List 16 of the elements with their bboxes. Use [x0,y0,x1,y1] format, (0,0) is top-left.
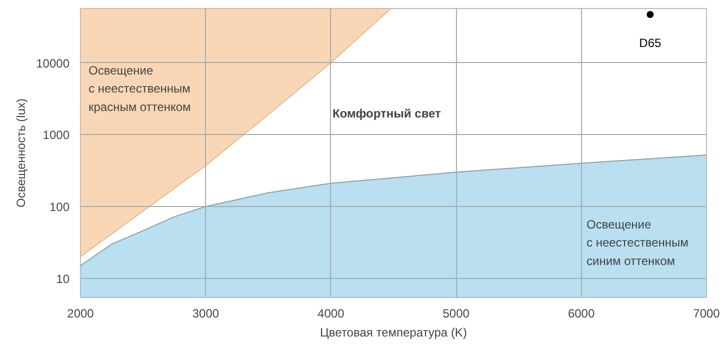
annotation: Освещение с неестественным синим оттенком [586,218,688,268]
series-label: D65 [639,36,662,50]
annotation: Комфортный свет [332,106,442,120]
y-axis-title: Освещенность (lux) [14,98,28,208]
y-tick-label: 10000 [36,56,70,70]
x-tick-label: 5000 [442,306,470,320]
x-tick-label: 3000 [192,306,220,320]
y-tick-label: 100 [49,200,70,214]
x-tick-label: 7000 [693,306,720,320]
y-tick-label: 10 [56,272,70,286]
x-axis-title: Цветовая температура (K) [320,326,467,340]
x-tick-label: 6000 [568,306,595,320]
x-tick-label: 2000 [67,306,94,320]
x-tick-label: 4000 [318,306,345,320]
annotation: Освещение с неестественным красным оттенком [88,64,191,114]
y-tick-label: 1000 [42,128,70,142]
